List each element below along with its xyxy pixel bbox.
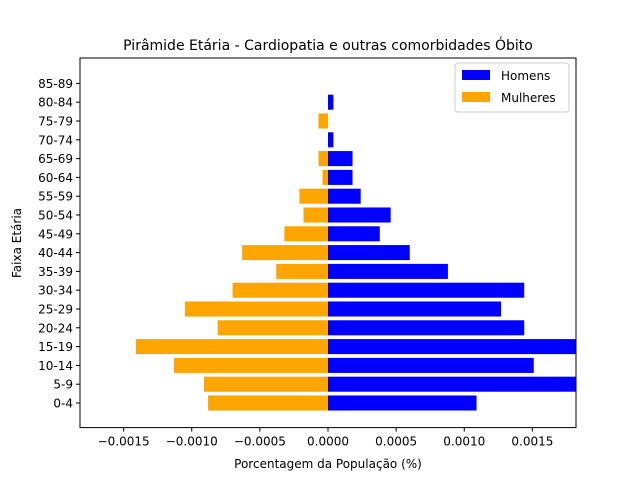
y-tick-label: 0-4: [53, 397, 73, 411]
x-axis-label: Porcentagem da População (%): [234, 457, 422, 471]
y-tick-label: 50-54: [38, 209, 73, 223]
bar-homens-15-19: [328, 339, 576, 355]
legend-swatch-homens: [462, 70, 490, 80]
legend-label-homens: Homens: [501, 69, 550, 83]
y-tick-label: 55-59: [38, 190, 73, 204]
bar-homens-70-74: [328, 132, 334, 148]
bar-homens-45-49: [328, 226, 380, 242]
legend-label-mulheres: Mulheres: [501, 91, 556, 105]
bar-mulheres-30-34: [232, 282, 328, 298]
bar-mulheres-75-79: [318, 113, 328, 129]
y-tick-label: 15-19: [38, 340, 73, 354]
y-axis-label: Faixa Etária: [10, 208, 24, 278]
bar-mulheres-25-29: [184, 301, 328, 317]
bar-homens-5-9: [328, 376, 576, 392]
bar-mulheres-15-19: [135, 339, 328, 355]
bar-mulheres-45-49: [284, 226, 328, 242]
bar-mulheres-40-44: [242, 245, 328, 261]
bar-mulheres-35-39: [276, 263, 328, 279]
bar-homens-60-64: [328, 169, 353, 185]
x-tick-label: −0.0015: [98, 435, 150, 449]
bar-mulheres-5-9: [204, 376, 328, 392]
chart-title: Pirâmide Etária - Cardiopatia e outras c…: [123, 36, 533, 54]
y-tick-label: 65-69: [38, 152, 73, 166]
y-tick-label: 25-29: [38, 303, 73, 317]
y-tick-label: 20-24: [38, 321, 73, 335]
y-tick-label: 40-44: [38, 246, 73, 260]
bar-mulheres-0-4: [208, 395, 328, 411]
x-axis: −0.0015 −0.0010 −0.0005 0.0000 0.0005 0.0010 0…: [98, 427, 553, 449]
y-tick-label: 80-84: [38, 96, 73, 110]
plot-frame: [79, 57, 577, 429]
bar-homens-40-44: [328, 245, 410, 261]
y-tick-label: 10-14: [38, 359, 73, 373]
legend: Homens Mulheres: [454, 62, 570, 113]
x-tick-label: 0.0000: [307, 435, 349, 449]
y-tick-label: 35-39: [38, 265, 73, 279]
bar-mulheres-60-64: [322, 169, 328, 185]
bar-mulheres-10-14: [174, 357, 328, 373]
x-tick-label: 0.0005: [375, 435, 417, 449]
y-tick-label: 70-74: [38, 133, 73, 147]
bar-homens-55-59: [328, 188, 361, 204]
bar-mulheres-55-59: [299, 188, 328, 204]
bar-homens-80-84: [328, 94, 334, 110]
x-tick-label: −0.0010: [166, 435, 218, 449]
bar-mulheres-50-54: [303, 207, 328, 223]
bars-group: [135, 94, 576, 411]
bar-homens-65-69: [328, 151, 353, 167]
bar-homens-30-34: [328, 282, 525, 298]
y-tick-label: 5-9: [53, 378, 73, 392]
bar-homens-20-24: [328, 320, 525, 336]
y-tick-label: 60-64: [38, 171, 73, 185]
bar-mulheres-65-69: [318, 151, 328, 167]
y-tick-label: 30-34: [38, 284, 73, 298]
bar-homens-50-54: [328, 207, 391, 223]
y-tick-label: 85-89: [38, 77, 73, 91]
x-tick-label: −0.0005: [234, 435, 286, 449]
bar-homens-25-29: [328, 301, 502, 317]
x-tick-label: 0.0010: [443, 435, 485, 449]
y-axis: 0-4 5-9 10-14 15-19 20-24 25-29 30-34 35-39 40-4…: [38, 77, 80, 411]
bar-homens-0-4: [328, 395, 477, 411]
y-tick-label: 45-49: [38, 227, 73, 241]
x-tick-label: 0.0015: [511, 435, 553, 449]
bar-homens-35-39: [328, 263, 448, 279]
y-tick-label: 75-79: [38, 115, 73, 129]
bar-homens-10-14: [328, 357, 534, 373]
legend-swatch-mulheres: [462, 92, 490, 102]
bar-mulheres-20-24: [217, 320, 328, 336]
